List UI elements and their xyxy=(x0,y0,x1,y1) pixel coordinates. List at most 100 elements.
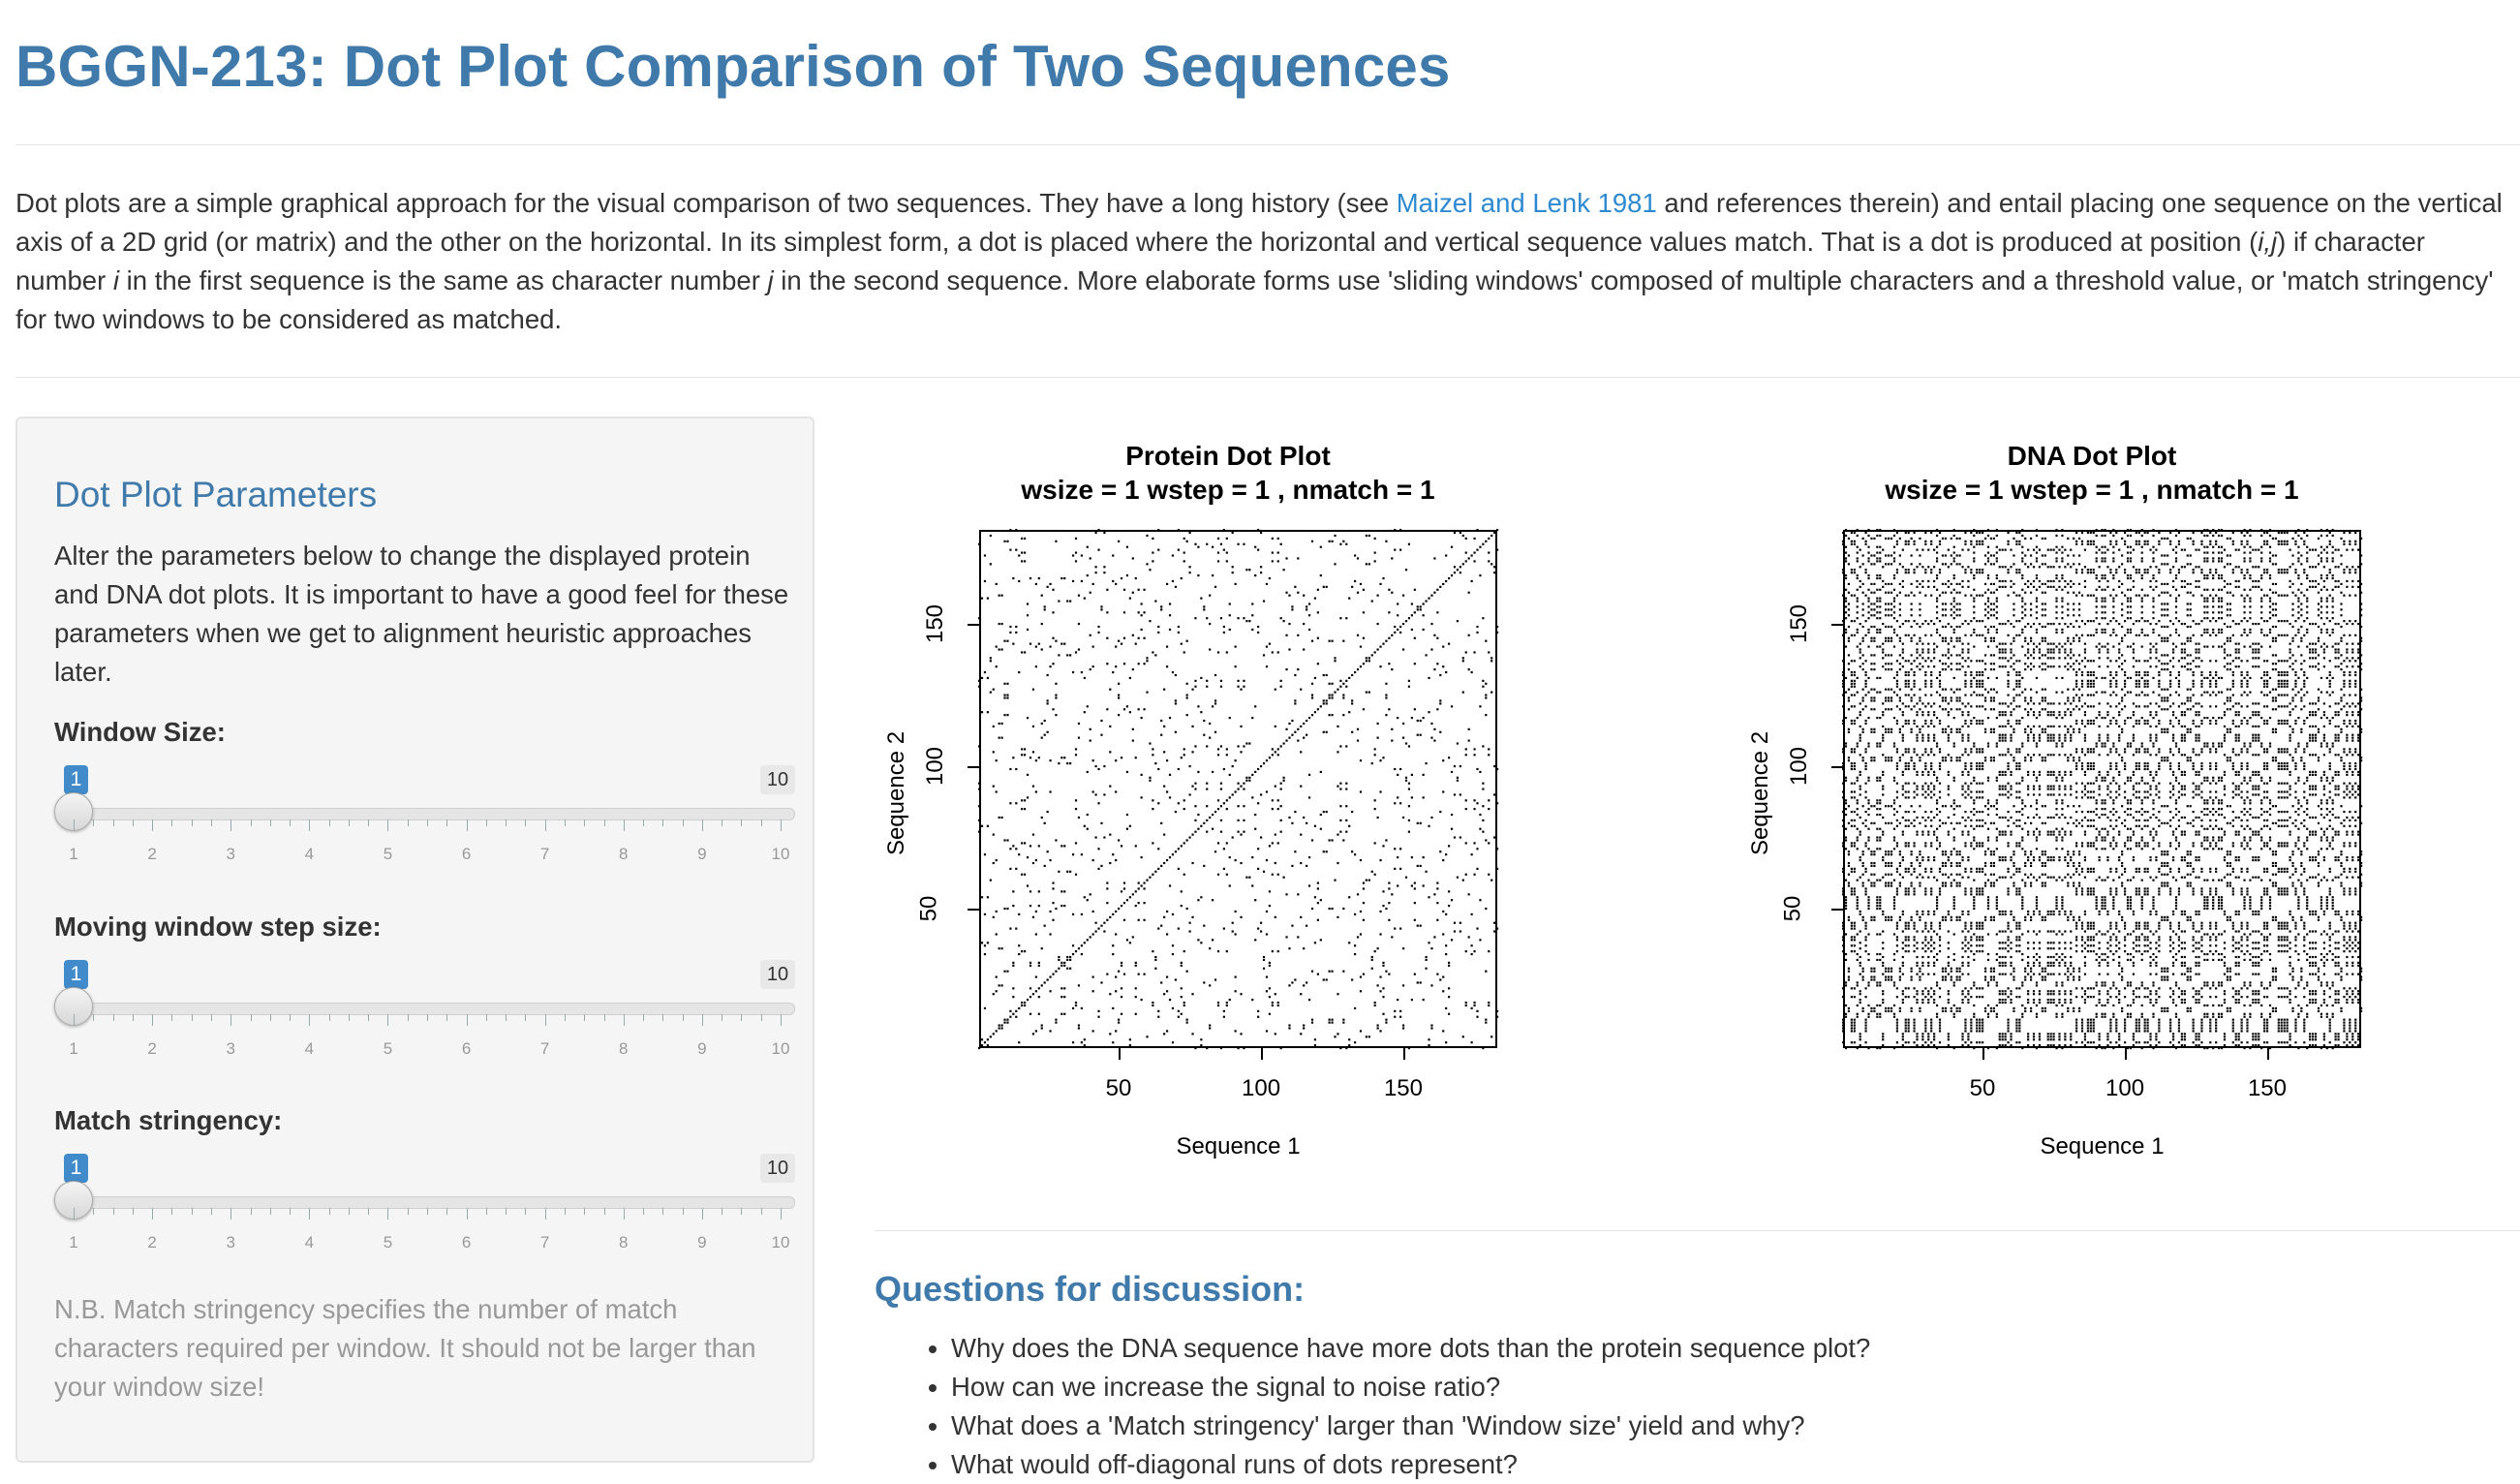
match-dot xyxy=(1933,961,1936,964)
match-dot xyxy=(2032,1038,2036,1041)
match-dot xyxy=(1986,848,1990,850)
match-dot xyxy=(1976,796,1979,799)
match-dot xyxy=(1870,625,1873,629)
match-dot xyxy=(2029,915,2033,918)
match-dot xyxy=(1276,748,1279,751)
match-dot xyxy=(1895,572,1899,574)
match-dot xyxy=(1316,902,1319,905)
match-dot xyxy=(2015,845,2018,848)
match-dot xyxy=(1973,799,1976,802)
match-dot xyxy=(1473,950,1476,953)
match-dot xyxy=(1257,548,1260,551)
match-dot xyxy=(1890,821,1893,824)
match-dot xyxy=(1297,936,1300,939)
match-dot xyxy=(1422,999,1425,1002)
match-dot xyxy=(1961,990,1964,993)
slider-tick xyxy=(230,1014,232,1026)
match-dot xyxy=(1154,870,1157,873)
match-dot xyxy=(1853,670,1856,674)
match-dot xyxy=(1973,716,1976,720)
match-dot xyxy=(1983,757,1987,759)
match-dot xyxy=(1938,987,1942,990)
match-dot xyxy=(1941,730,1945,733)
match-dot xyxy=(1410,614,1413,617)
match-dot xyxy=(1919,821,1921,824)
match-dot xyxy=(2004,773,2007,776)
match-dot xyxy=(2007,987,2010,990)
match-dot xyxy=(1461,563,1464,566)
match-dot xyxy=(1907,936,1910,939)
match-dot xyxy=(1847,821,1851,824)
match-dot xyxy=(1240,785,1243,788)
match-dot xyxy=(1031,915,1035,918)
match-dot xyxy=(1861,663,1864,665)
match-dot xyxy=(1888,668,1890,671)
match-dot xyxy=(1844,631,1848,634)
match-dot xyxy=(1841,767,1845,771)
maizel-lenk-link[interactable]: Maizel and Lenk 1981 xyxy=(1396,188,1657,218)
match-dot xyxy=(1847,978,1851,981)
match-dot xyxy=(1992,967,1995,970)
match-dot xyxy=(1024,842,1027,845)
match-dot xyxy=(1844,617,1848,620)
match-dot xyxy=(1083,597,1086,600)
match-dot xyxy=(1888,730,1890,733)
match-dot xyxy=(1488,808,1490,811)
match-dot xyxy=(1867,560,1870,563)
match-dot xyxy=(1165,790,1169,793)
match-dot xyxy=(1890,537,1893,540)
match-dot xyxy=(1947,714,1950,717)
match-dot xyxy=(1921,816,1924,819)
match-dot xyxy=(1146,1036,1149,1038)
slider-tick xyxy=(191,1208,193,1215)
match-dot xyxy=(1026,773,1030,776)
match-dot xyxy=(1921,736,1924,739)
match-dot xyxy=(1944,757,1947,759)
match-dot xyxy=(1927,739,1930,742)
match-dot xyxy=(1930,810,1933,814)
match-dot xyxy=(1950,853,1952,856)
match-dot xyxy=(1841,673,1845,677)
match-dot xyxy=(1913,540,1916,542)
match-dot xyxy=(1382,845,1385,848)
match-dot xyxy=(1873,625,1876,629)
match-dot xyxy=(1973,808,1976,811)
match-dot xyxy=(1222,1015,1225,1018)
match-dot xyxy=(1407,1046,1411,1050)
match-dot xyxy=(1864,1027,1867,1030)
slider-tick xyxy=(348,1208,350,1215)
match-dot xyxy=(1930,1018,1933,1021)
match-dot xyxy=(1844,597,1848,600)
match-dot xyxy=(2001,912,2004,916)
match-dot xyxy=(1938,1041,1942,1044)
match-dot xyxy=(1895,790,1899,793)
match-dot xyxy=(2029,639,2033,642)
match-dot xyxy=(1847,614,1851,617)
match-dot xyxy=(1853,748,1856,751)
match-dot xyxy=(2024,563,2027,566)
match-dot xyxy=(1961,964,1964,967)
match-dot xyxy=(1228,614,1231,617)
match-dot xyxy=(1428,824,1430,827)
match-dot xyxy=(1177,528,1180,532)
match-dot xyxy=(1930,679,1933,682)
window-size-slider[interactable]: Window Size: 1 10 1 2 3 4 5 6 7 8 9 10 xyxy=(54,717,795,863)
match-dot xyxy=(989,660,992,663)
match-dot xyxy=(1337,1033,1339,1036)
match-dot xyxy=(1251,603,1254,605)
match-dot xyxy=(2032,858,2036,862)
match-dot xyxy=(1958,696,1961,699)
match-dot xyxy=(1052,663,1055,665)
match-dot xyxy=(1967,585,1970,588)
match-dot xyxy=(1916,1001,1919,1005)
match-dot xyxy=(1055,839,1058,842)
match-dot xyxy=(1322,585,1325,588)
match-dot xyxy=(1122,902,1126,905)
match-dot xyxy=(1331,540,1334,542)
match-dot xyxy=(2001,816,2004,819)
match-dot xyxy=(1856,779,1859,782)
match-stringency-slider[interactable]: Match stringency: 1 10 1 2 3 4 5 6 7 8 9 10 xyxy=(54,1105,795,1252)
match-dot xyxy=(1322,850,1325,853)
match-dot xyxy=(1947,947,1950,950)
